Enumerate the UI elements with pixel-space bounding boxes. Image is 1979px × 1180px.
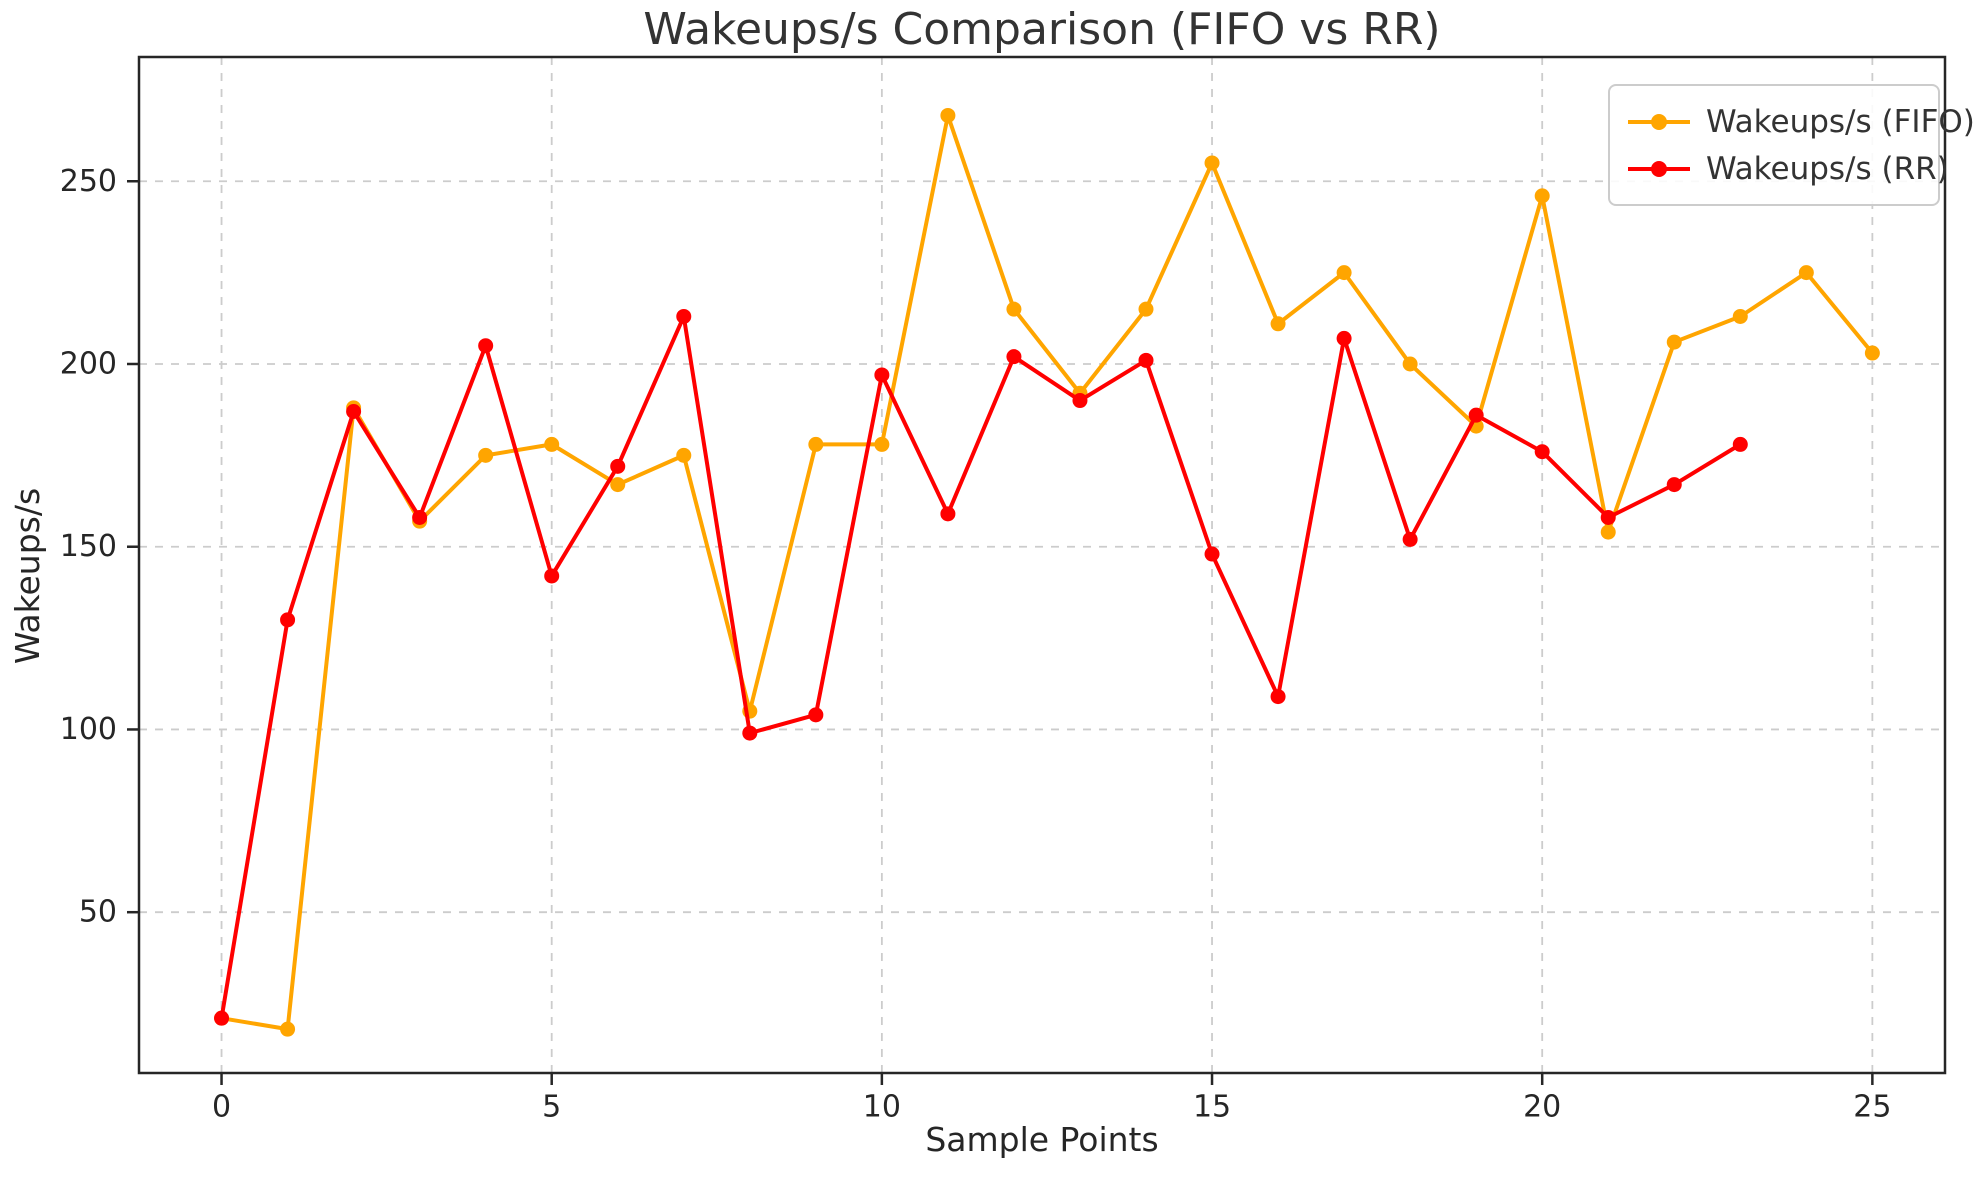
point-fifo-18 [1402,356,1418,372]
point-fifo-23 [1732,308,1748,324]
point-rr-4 [478,338,494,354]
point-fifo-5 [544,436,560,452]
point-fifo-11 [940,107,956,123]
fifo-line-sample-icon [1628,113,1690,130]
gridlines [139,57,1945,1073]
point-fifo-22 [1666,334,1682,350]
chart-title: Wakeups/s Comparison (FIFO vs RR) [643,4,1441,55]
y-axis-label: Wakeups/s [8,487,47,665]
point-rr-22 [1666,477,1682,493]
series-line-fifo [219,113,1875,1032]
point-rr-12 [1006,349,1022,365]
y-tick-label: 250 [60,164,117,199]
point-fifo-25 [1864,345,1880,361]
point-fifo-21 [1600,524,1616,540]
legend-label-fifo: Wakeups/s (FIFO) [1706,103,1975,140]
axis-ticks [127,180,1874,1085]
point-rr-21 [1600,509,1616,525]
point-fifo-9 [808,436,824,452]
series-rr [214,308,1748,1026]
y-tick-label: 200 [60,346,117,381]
x-tick-label: 5 [542,1090,561,1125]
point-rr-15 [1204,546,1220,562]
y-tick-label: 150 [60,529,117,564]
point-fifo-24 [1798,265,1814,281]
point-rr-7 [676,308,692,324]
legend-label-rr: Wakeups/s (RR) [1706,150,1949,187]
point-fifo-6 [610,477,626,493]
point-fifo-7 [676,447,692,463]
series-fifo [214,107,1880,1037]
tick-labels: 0 5 10 15 20 25 50 100 150 200 250 [60,164,1892,1125]
axes-frame [137,55,1947,1075]
point-rr-14 [1138,352,1154,368]
point-rr-11 [940,506,956,522]
point-rr-13 [1072,393,1088,409]
x-tick-label: 25 [1853,1090,1891,1125]
point-rr-18 [1402,531,1418,547]
rr-line-sample-icon [1628,160,1690,177]
x-tick-label: 15 [1193,1090,1231,1125]
point-fifo-1 [280,1021,296,1037]
point-rr-10 [874,367,890,383]
point-rr-8 [742,725,758,741]
point-rr-16 [1270,689,1286,705]
point-rr-17 [1336,330,1352,346]
point-rr-2 [346,404,362,420]
point-rr-20 [1534,444,1550,460]
x-axis-label: Sample Points [925,1120,1159,1159]
point-fifo-12 [1006,301,1022,317]
legend: Wakeups/s (FIFO) Wakeups/s (RR) [1608,84,1975,206]
point-fifo-20 [1534,188,1550,204]
series-line-rr [219,314,1743,1021]
point-rr-1 [280,612,296,628]
point-rr-23 [1732,436,1748,452]
point-fifo-10 [874,436,890,452]
point-rr-19 [1468,407,1484,423]
legend-item-rr: Wakeups/s (RR) [1626,151,1949,187]
point-rr-0 [214,1010,230,1026]
point-fifo-17 [1336,265,1352,281]
legend-item-fifo: Wakeups/s (FIFO) [1626,104,1975,140]
x-tick-label: 10 [863,1090,901,1125]
point-rr-3 [412,509,428,525]
point-fifo-16 [1270,316,1286,332]
point-fifo-4 [478,447,494,463]
point-fifo-15 [1204,155,1220,171]
x-tick-label: 0 [212,1090,231,1125]
point-rr-5 [544,568,560,584]
point-rr-9 [808,707,824,723]
y-tick-label: 50 [79,895,117,930]
point-fifo-14 [1138,301,1154,317]
point-rr-6 [610,458,626,474]
x-tick-label: 20 [1523,1090,1561,1125]
y-tick-label: 100 [60,712,117,747]
